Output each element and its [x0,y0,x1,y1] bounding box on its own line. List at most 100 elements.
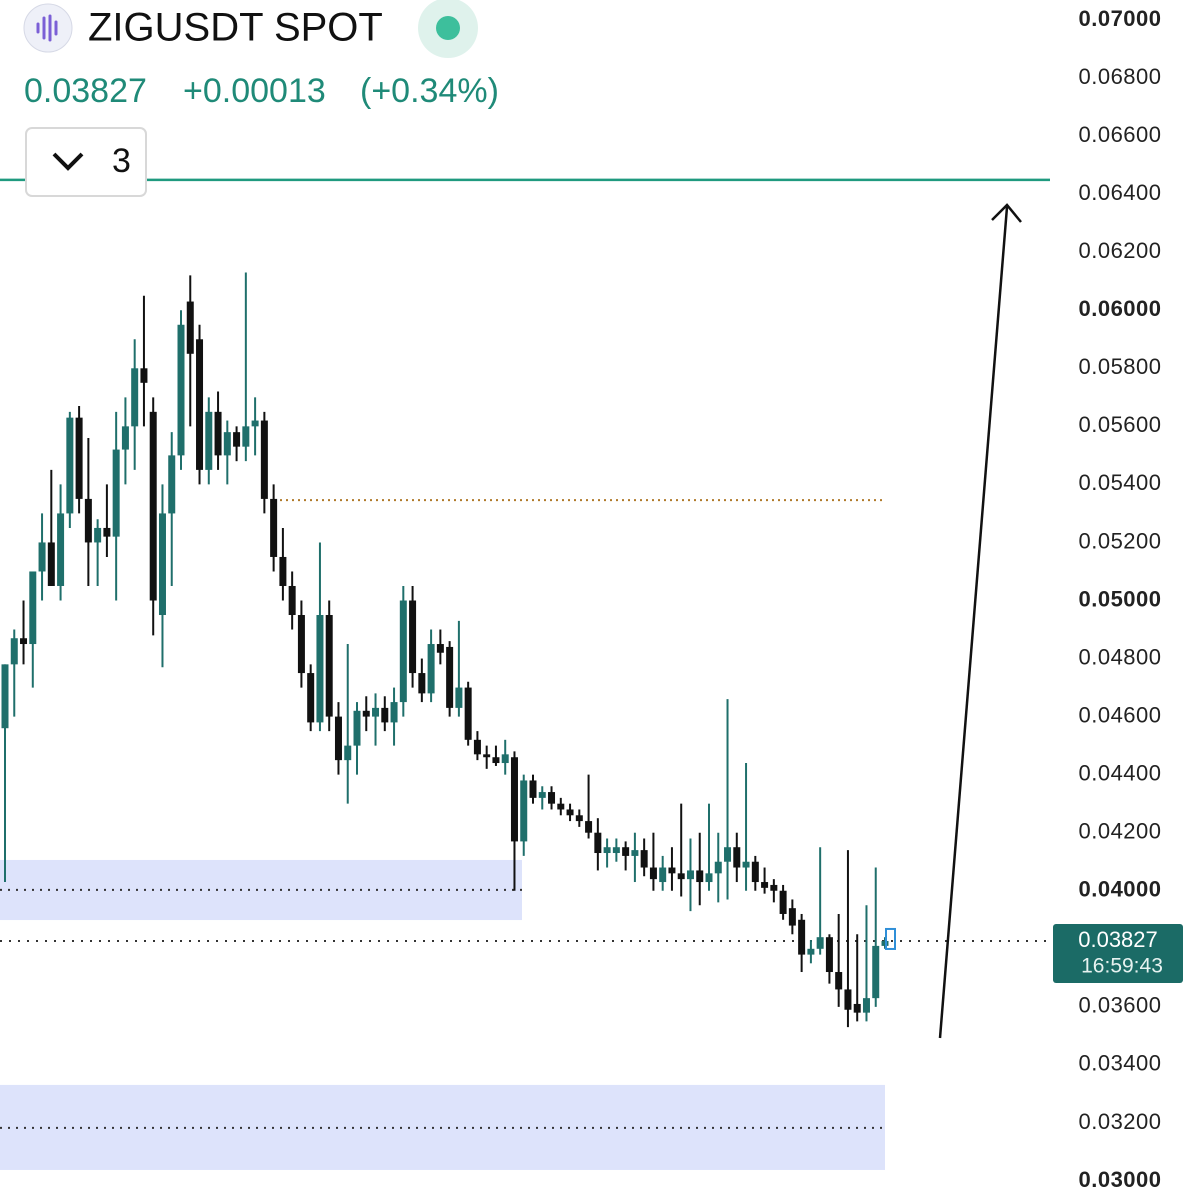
candle-body [84,498,92,543]
y-tick-label: 0.06600 [1078,122,1161,147]
y-tick-label: 0.04800 [1078,644,1161,669]
candle-body [158,513,166,616]
candle-body [94,527,102,543]
candle-body [492,757,500,764]
candle-body [390,702,398,723]
last-price: 0.03827 [24,72,147,110]
candle-body [47,542,55,586]
candle-body [677,873,685,880]
indicator-toggle[interactable] [25,127,147,197]
candle-body [260,420,268,499]
candle-body [418,673,426,694]
candle-body [353,710,361,746]
y-tick-label: 0.03600 [1078,993,1161,1018]
candle-body [446,646,454,708]
candle-body [714,861,722,874]
candle-body [409,600,417,674]
candle-body [733,847,741,868]
y-tick-label: 0.06000 [1078,296,1161,321]
y-tick-label: 0.05400 [1078,470,1161,495]
candle-body [214,411,222,456]
candle-body [585,821,593,833]
candle-body [742,861,750,868]
countdown: 16:59:43 [1081,955,1163,978]
candle-body [686,870,694,880]
candle-body [186,301,194,354]
candle-body [168,455,176,514]
y-tick-label: 0.07000 [1078,6,1161,31]
candle-body [844,989,852,1010]
candle-body [483,754,491,758]
candle-body [279,556,287,586]
candle-body [66,417,74,514]
candle-body [57,513,65,586]
candle-body [622,847,630,856]
candle-body [816,937,824,949]
symbol-icon-bars [36,14,58,42]
candle-body [297,615,305,674]
candle-body [1,664,9,729]
candle-body [29,571,37,645]
candle-body [325,615,333,717]
candle-body [223,432,231,456]
candle-body [38,542,46,572]
y-tick-label: 0.05600 [1078,412,1161,437]
candle-body [862,998,870,1013]
candle-body [520,780,528,842]
candle-body [20,638,28,645]
candle-body [529,780,537,798]
candle-body [177,324,185,456]
candle-body [649,867,657,880]
price-change-percent: (+0.34%) [360,72,499,110]
candle-body [696,870,704,883]
candle-body [473,739,481,755]
demand-zone [0,859,522,921]
candle-body [751,861,759,883]
y-tick-label: 0.06400 [1078,180,1161,205]
arrow-head [991,203,1022,223]
last-candle-marker [885,927,896,950]
candle-body [557,803,565,810]
candle-body [807,948,815,955]
candle-body [112,449,120,537]
candle-body [316,615,324,723]
candle-body [548,792,556,804]
candle-body [464,687,472,740]
projection-arrow [938,206,1009,1039]
y-tick-label: 0.04200 [1078,819,1161,844]
status-dot [436,16,460,40]
candle-body [603,847,611,854]
y-tick-label: 0.03400 [1078,1051,1161,1076]
candle-body [770,884,778,891]
price-axis: 0.07000 0.06800 0.06600 0.06400 0.06200 0.060… [1053,6,1183,1192]
candle-body [538,792,546,798]
candle-body [853,1003,861,1013]
y-tick-label: 0.05800 [1078,354,1161,379]
candle-body [835,972,843,990]
last-price-label: 0.03827 [1078,927,1158,952]
candle-body [594,832,602,854]
candle-body [436,644,444,653]
candle-body [640,850,648,868]
candle-body [724,847,732,862]
candle-body [825,937,833,973]
candle-body [121,426,129,450]
candle-body [779,890,787,914]
candle-body [510,757,518,842]
candle-body [344,745,352,761]
candle-body [288,585,296,616]
candle-body [631,850,639,856]
candle-body [103,527,111,537]
candle-body [705,873,713,883]
y-tick-label: 0.06200 [1078,238,1161,263]
candle-body [381,707,389,723]
candle-body [798,919,806,955]
candle-body [362,710,370,717]
candle-body [149,411,157,601]
y-tick-label: 0.05000 [1078,586,1161,611]
candle-body [10,638,18,665]
candle-body [427,644,435,694]
y-tick-label: 0.04600 [1078,702,1161,727]
candle-body [659,867,667,883]
